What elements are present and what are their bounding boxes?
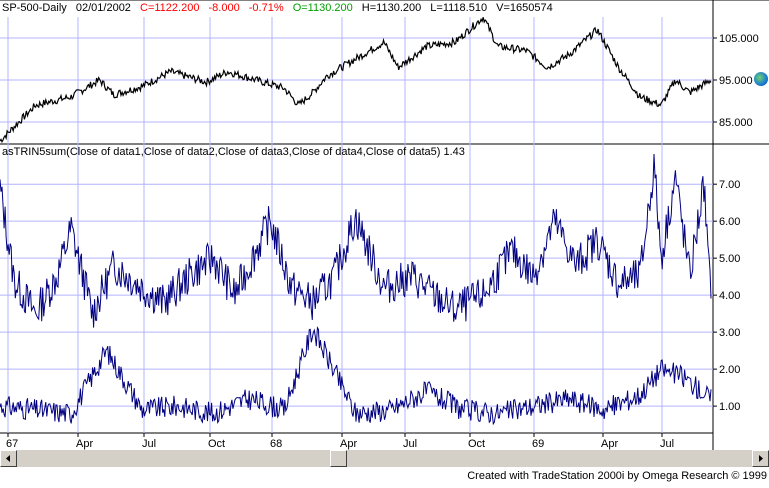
x-tick-label: Apr (340, 438, 357, 450)
price-axis-label: 95.000 (719, 75, 753, 87)
indicator-axis-label: 2.00 (719, 364, 740, 376)
trin-series-line (0, 326, 712, 426)
indicator-axis-label: 1.00 (719, 401, 740, 413)
x-tick-label: Jul (403, 438, 417, 450)
symbol-label: SP-500-Daily (2, 2, 67, 14)
x-tick-label: 69 (532, 438, 544, 450)
scroll-left-button[interactable] (0, 450, 17, 467)
triangle-right-icon (759, 455, 763, 462)
globe-icon[interactable] (754, 72, 768, 86)
indicator-axis-label: 7.00 (719, 179, 740, 191)
chart-header: SP-500-Daily 02/01/2002 C=1122.200 -8.00… (2, 2, 559, 14)
price-axis-label: 105.000 (719, 33, 759, 45)
indicator-axis-label: 4.00 (719, 290, 740, 302)
scroll-right-button[interactable] (752, 450, 769, 467)
x-tick-label: Apr (76, 438, 93, 450)
scroll-thumb[interactable] (330, 450, 347, 467)
indicator-axis-label: 3.00 (719, 327, 740, 339)
indicator-axis-label: 5.00 (719, 253, 740, 265)
change-label: -8.000 (208, 2, 240, 14)
x-tick-label: Jul (142, 438, 156, 450)
x-tick-label: Apr (601, 438, 618, 450)
pct-change-label: -0.71% (248, 2, 284, 14)
indicator-axis-label: 6.00 (719, 216, 740, 228)
low-label: L=1118.510 (430, 2, 488, 14)
indicator-label: asTRIN5sum(Close of data1,Close of data2… (2, 146, 465, 158)
volume-label: V=1650574 (496, 2, 553, 14)
date-label: 02/01/2002 (75, 2, 131, 14)
high-label: H=1130.200 (361, 2, 422, 14)
horizontal-scrollbar[interactable] (0, 450, 769, 467)
price-series-line (0, 17, 712, 144)
triangle-left-icon (6, 455, 10, 462)
x-tick-label: Oct (468, 438, 485, 450)
open-label: O=1130.200 (292, 2, 353, 14)
x-tick-label: Oct (208, 438, 225, 450)
trin5sum-series-line (0, 153, 712, 328)
footer-credit: Created with TradeStation 2000i by Omega… (467, 470, 767, 482)
close-label: C=1122.200 (140, 2, 200, 14)
x-tick-label: 68 (270, 438, 282, 450)
x-tick-label: Jul (660, 438, 674, 450)
x-tick-label: 67 (6, 438, 18, 450)
price-axis-label: 85.000 (719, 117, 753, 129)
